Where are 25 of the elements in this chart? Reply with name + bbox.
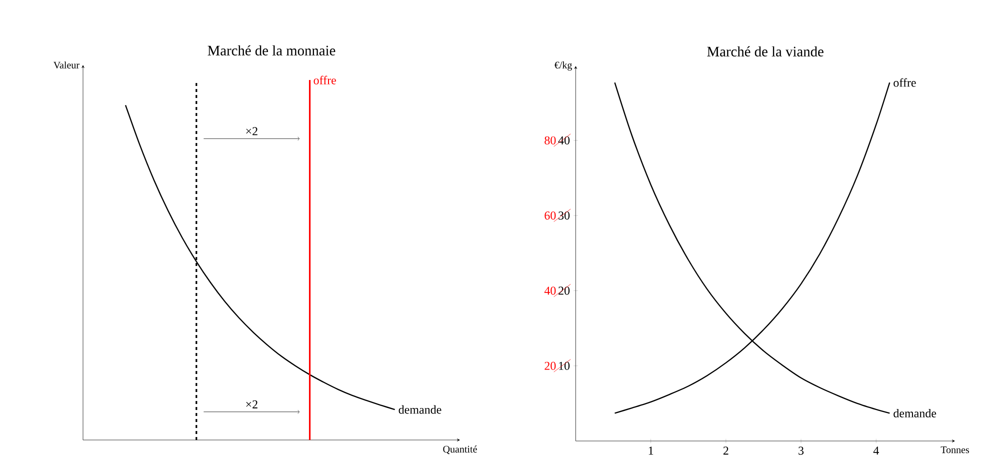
chart-title: Marché de la viande [707,46,824,56]
text: offre [314,76,336,84]
annotation: ×2 [246,400,258,408]
x-axis-title: Quantité [443,446,477,454]
x-tick-label: 2 [723,446,728,455]
y-tick-label: 30 [558,211,570,220]
y2-tick-label: 80 [544,136,556,144]
series-label: offre [894,78,916,87]
line-series [614,82,890,414]
y-tick-label: 40 [558,136,570,144]
annotation: ×2 [246,127,258,136]
y2-tick-label: 60 [544,211,556,220]
x-tick-label: 1 [648,446,654,455]
y-tick-label: 10 [559,362,570,370]
chart-title: Marché de la monnaie [208,45,336,56]
x-tick-label: 4 [873,446,879,455]
y2-tick-label: 40 [544,286,556,295]
y-axis-title: €/kg [554,61,572,71]
x-axis-title: Tonnes [940,446,970,454]
y-axis-title: Valeur [53,61,80,69]
x-tick-label: 3 [798,446,804,455]
y2-tick-label: 20 [544,362,556,370]
series-label: demande [894,408,936,418]
series-label: demande [398,405,442,414]
y-tick-label: 20 [558,286,570,295]
